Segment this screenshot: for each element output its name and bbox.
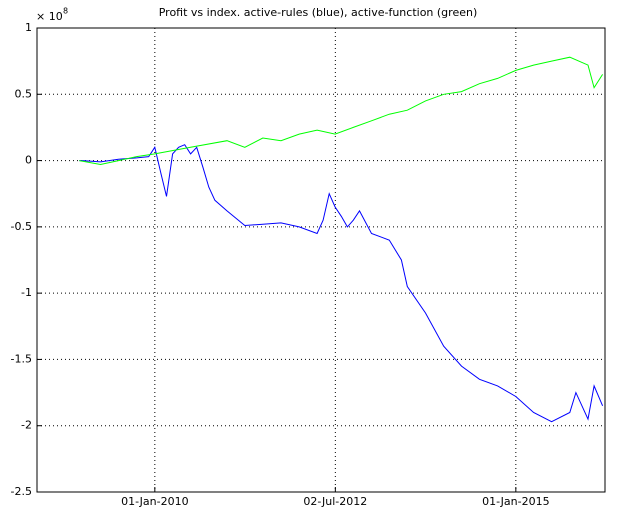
series-line <box>79 56 604 166</box>
y-multiplier: × 10 <box>36 10 63 23</box>
y-tick-label: 0.5 <box>15 87 33 100</box>
y-multiplier-exponent: 8 <box>63 7 68 16</box>
x-tick-label: 01-Jan-2015 <box>482 495 550 508</box>
y-tick-label: 1 <box>25 21 32 34</box>
y-tick-label: -1 <box>21 286 32 299</box>
y-tick-label: -0.5 <box>11 220 32 233</box>
y-tick-label: -1.5 <box>11 352 32 365</box>
plot-area <box>36 27 606 493</box>
chart-title: Profit vs index. active-rules (blue), ac… <box>159 6 478 19</box>
series-line <box>79 144 604 423</box>
y-tick-label: -2 <box>21 419 32 432</box>
y-tick-label: 0 <box>25 154 32 167</box>
y-tick-label: -2.5 <box>11 485 32 498</box>
x-tick-label: 01-Jan-2010 <box>121 495 189 508</box>
x-tick-label: 02-Jul-2012 <box>303 495 367 508</box>
